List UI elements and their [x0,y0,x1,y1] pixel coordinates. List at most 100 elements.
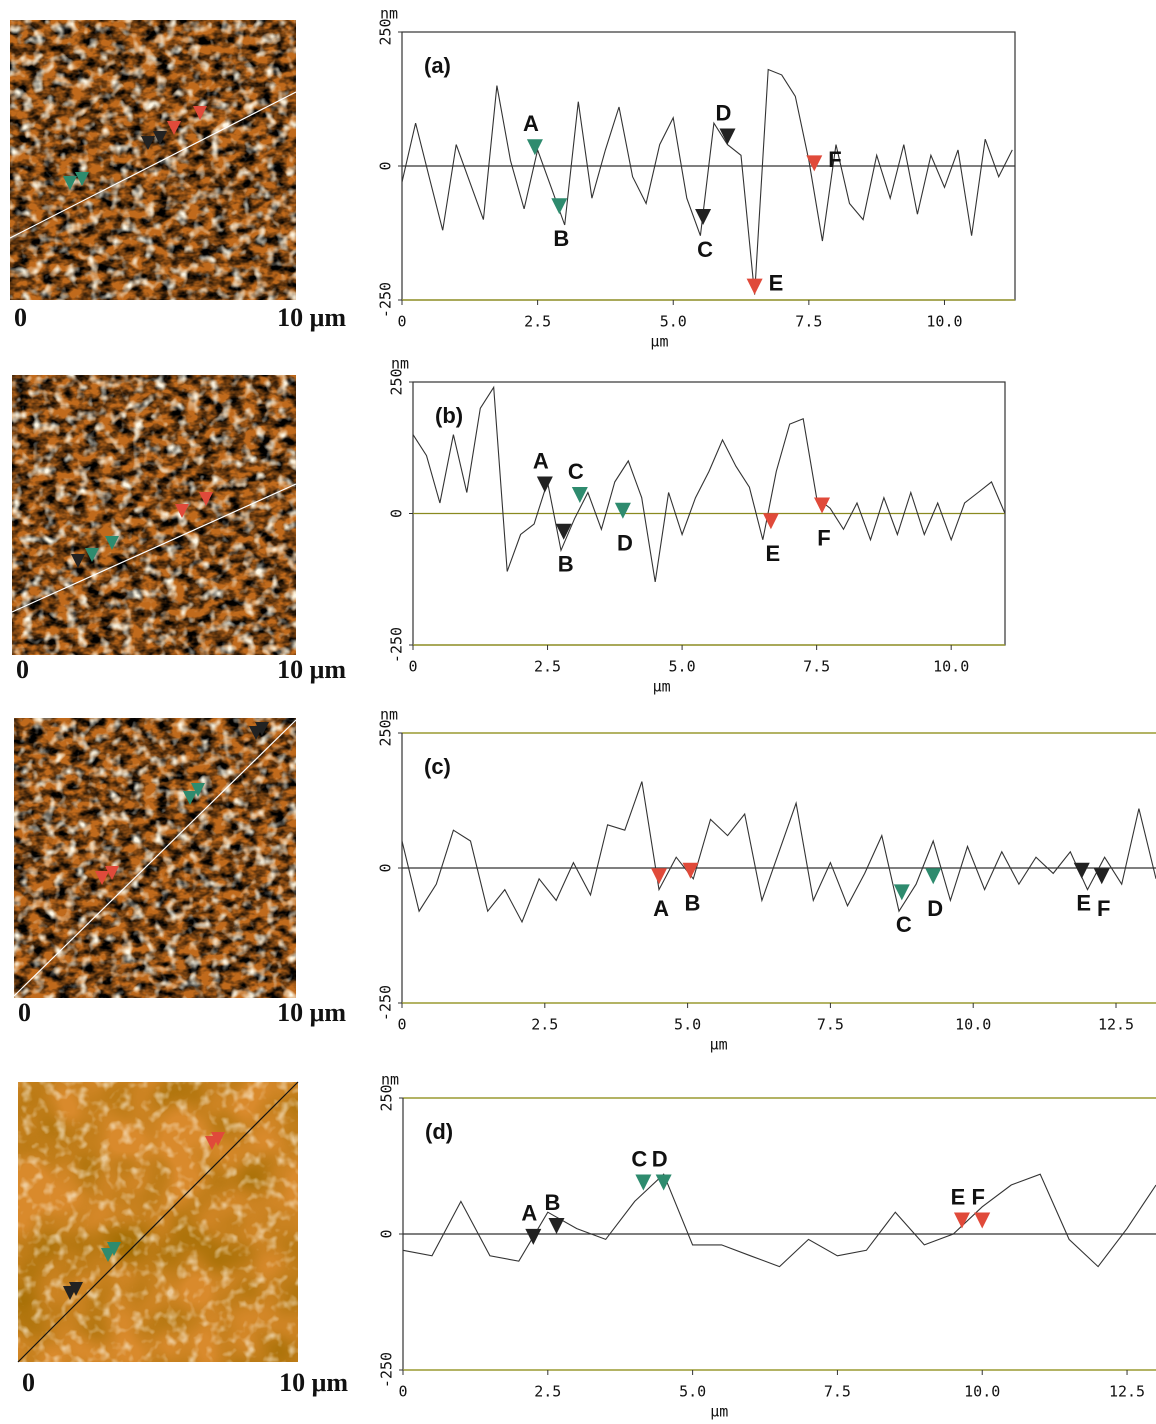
image-marker [141,136,155,150]
profile-marker [893,884,910,901]
marker-label: E [769,270,784,295]
marker-label: F [1097,896,1110,921]
image-marker [167,121,181,135]
image-marker [211,1132,225,1146]
marker-label: A [533,448,549,473]
x-tick-label: 5.0 [669,658,696,676]
image-marker [63,176,77,190]
image-marker [107,1242,121,1256]
scale-end: 10 μm [279,1368,348,1397]
x-axis-label: μm [710,1036,728,1054]
afm-images: 0 10 μm 0 10 μm 0 10 μm 0 10 μm [9,20,348,1397]
image-marker [85,548,99,562]
image-marker [101,1248,115,1262]
x-tick-label: 0 [408,658,417,676]
profile-marker [719,128,736,145]
marker-label: C [896,912,912,937]
y-axis-label: nm [391,355,409,373]
profile-line [412,385,1006,582]
marker-label: D [716,100,732,125]
x-tick-label: 10.0 [926,313,962,331]
x-tick-label: 0 [398,1383,407,1401]
image-highlights [12,375,296,655]
image-marker [75,172,89,186]
profile-marker [651,868,668,885]
marker-label: C [697,237,713,262]
marker-label: F [817,525,830,550]
profile-marker [925,868,942,885]
profile-marker [695,208,712,225]
y-tick-label: 0 [377,161,395,170]
afm-image: 0 10 μm [11,375,346,684]
profile-line [401,68,1013,295]
image-marker [105,866,119,880]
profile-marker [974,1212,991,1229]
marker-label: B [558,552,574,577]
marker-label: A [523,111,539,136]
panel-label: (d) [425,1119,453,1144]
marker-label: B [553,226,569,251]
afm-image: 0 10 μm [17,1081,348,1397]
x-tick-label: 7.5 [817,1016,844,1034]
image-marker [191,783,205,797]
y-tick-label: -250 [378,1352,396,1388]
profile-marker [746,278,763,295]
profile-marker [682,862,699,879]
x-tick-label: 7.5 [795,313,822,331]
marker-label: A [521,1201,537,1226]
afm-image: 0 10 μm [13,718,346,1027]
profile-line [402,1173,1156,1268]
x-tick-label: 5.0 [679,1383,706,1401]
x-tick-label: 2.5 [534,1383,561,1401]
image-marker [153,131,167,145]
scan-line [17,1081,299,1363]
y-tick-label: 250 [377,719,395,746]
x-axis-label: μm [650,333,668,351]
y-tick-label: 0 [377,863,395,872]
x-tick-label: 10.0 [964,1383,1000,1401]
scan-line [11,483,297,613]
marker-label: A [653,896,669,921]
marker-label: D [617,531,633,556]
profile-marker [571,486,588,503]
y-axis-label: nm [381,1071,399,1089]
image-marker [95,871,109,885]
profile-marker [806,155,823,172]
x-tick-label: 7.5 [803,658,830,676]
marker-label: D [652,1146,668,1171]
x-tick-label: 5.0 [660,313,687,331]
marker-label: C [568,459,584,484]
scale-start: 0 [16,655,29,684]
y-tick-label: -250 [377,282,395,318]
image-marker [255,722,269,736]
x-tick-label: 12.5 [1098,1016,1134,1034]
profile-marker [1073,862,1090,879]
x-axis-label: μm [653,678,671,696]
y-tick-label: 250 [377,18,395,45]
x-tick-label: 10.0 [933,658,969,676]
marker-label: E [766,541,781,566]
y-tick-label: 0 [388,509,406,518]
x-tick-label: 0 [397,1016,406,1034]
y-tick-label: 250 [388,368,406,395]
marker-label: F [972,1184,985,1209]
scan-line [9,91,297,239]
profile-marker [762,513,779,530]
scale-start: 0 [22,1368,35,1397]
y-axis-label: nm [380,706,398,724]
image-marker [69,1282,83,1296]
image-marker [105,536,119,550]
marker-label: D [927,896,943,921]
x-tick-label: 7.5 [824,1383,851,1401]
profile-marker [525,1228,542,1245]
x-tick-label: 5.0 [674,1016,701,1034]
panel-label: (c) [424,754,451,779]
scale-start: 0 [18,998,31,1027]
x-axis-label: μm [710,1403,728,1421]
